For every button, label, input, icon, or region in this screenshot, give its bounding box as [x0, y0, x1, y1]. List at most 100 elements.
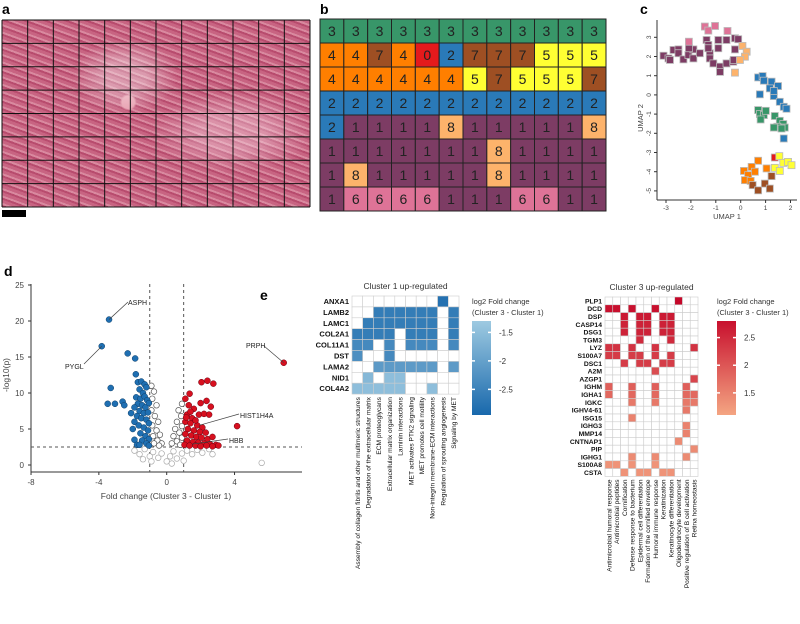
heatmap-cell — [447, 306, 460, 319]
heatmap-cell — [689, 390, 699, 399]
heatmap-cell — [373, 317, 385, 329]
heatmap-row-label: DSP — [588, 314, 602, 321]
heatmap-cell — [627, 429, 637, 438]
heatmap-cell — [689, 460, 699, 469]
down-point — [144, 409, 152, 416]
y-tick-label: 0 — [20, 461, 25, 470]
heatmap-cell — [643, 320, 652, 329]
y-tick-label: 20 — [15, 317, 24, 326]
heatmap-cell — [394, 328, 406, 340]
up-point — [185, 401, 192, 409]
heatmap-cell — [627, 320, 637, 329]
heatmap-col-label: Antimicrobial humoral response — [606, 479, 613, 572]
heatmap-cell — [689, 327, 699, 337]
heatmap-cell — [620, 359, 629, 368]
heatmap-cell — [426, 339, 438, 351]
umap-point — [674, 49, 683, 58]
heatmap-row-label: COL11A1 — [316, 341, 349, 350]
heatmap-cell — [351, 350, 363, 362]
tile-cluster-label: 1 — [543, 119, 551, 135]
heatmap-cell — [383, 361, 396, 373]
tile-cluster-label: 2 — [352, 95, 360, 111]
heatmap-row-label: LAMA2 — [323, 362, 349, 371]
heatmap-cell — [643, 304, 652, 313]
umap-point — [689, 54, 698, 63]
tile-cluster-label: 2 — [328, 119, 336, 135]
heatmap-cell — [643, 398, 652, 407]
down-point — [131, 436, 138, 444]
umap-point — [754, 186, 763, 195]
heatmap-cell — [651, 343, 660, 352]
heatmap-cell — [643, 366, 652, 376]
heatmap-cell — [643, 374, 652, 384]
heatmap-cell — [666, 359, 676, 368]
y-tick-label: 3 — [646, 35, 653, 39]
annotation-leader — [83, 345, 102, 365]
heatmap-cell — [612, 351, 621, 360]
heatmap-cell — [604, 452, 614, 462]
heatmap-cell — [627, 413, 637, 423]
umap-point — [734, 35, 743, 44]
heatmap-cell — [383, 339, 396, 351]
ns-point — [153, 402, 160, 409]
down-point — [137, 430, 144, 437]
heatmap-cell — [635, 390, 645, 399]
down-point — [111, 400, 119, 408]
down-point — [131, 418, 138, 426]
heatmap-cell — [658, 444, 668, 454]
umap-point — [769, 87, 778, 95]
heatmap-col-label: Cornification — [622, 479, 629, 516]
tile-cluster-label: 6 — [352, 191, 360, 207]
umap-point — [722, 36, 731, 44]
x-tick-label: -4 — [95, 478, 103, 487]
heatmap-cell — [651, 444, 660, 454]
heatmap-cell — [658, 304, 668, 313]
heatmap-cell — [627, 351, 637, 360]
heatmap-cell — [643, 460, 652, 469]
heatmap-cell — [437, 350, 449, 362]
heatmap-cell — [447, 339, 460, 351]
heatmap-cell — [635, 429, 645, 438]
heatmap-cell — [658, 335, 668, 345]
heatmap-cell — [383, 382, 396, 395]
heatmap-cell — [658, 343, 668, 352]
heatmap-cell — [373, 382, 385, 395]
tile-cluster-label: 3 — [352, 23, 360, 39]
heatmap-cell — [604, 429, 614, 438]
heatmap-cell — [666, 296, 676, 306]
tile-cluster-label: 8 — [447, 119, 455, 135]
heatmap-cell — [620, 405, 629, 415]
heatmap-cell — [635, 398, 645, 407]
cluster-tile: 1 — [462, 186, 488, 212]
legend-tick-label: -2 — [499, 357, 507, 366]
heatmap-cell — [612, 296, 621, 306]
ns-point — [172, 425, 179, 433]
tile-cluster-label: 5 — [566, 71, 574, 87]
heatmap-cell — [674, 421, 683, 430]
up-point — [202, 429, 209, 436]
heatmap-row-label: COL4A2 — [319, 384, 349, 393]
tile-cluster-label: 1 — [400, 167, 408, 183]
heatmap-cell — [627, 460, 637, 469]
heatmap-cell — [682, 398, 691, 407]
cluster-tile: 1 — [414, 138, 440, 164]
cluster-tile: 1 — [367, 114, 392, 140]
heatmap-cell — [620, 382, 629, 391]
ns-point — [180, 457, 187, 464]
tile-cluster-label: 1 — [400, 119, 408, 135]
heatmap-cell — [604, 444, 614, 454]
umap-point — [748, 181, 757, 190]
heatmap-cell — [351, 295, 363, 308]
heatmap-row-label: LYZ — [590, 345, 602, 352]
heatmap-cell — [415, 328, 428, 340]
tile-cluster-label: 1 — [447, 143, 455, 159]
heatmap-cell — [651, 296, 660, 306]
legend-colorbar — [717, 321, 736, 415]
heatmap-cell — [674, 335, 683, 345]
heatmap-cell — [689, 421, 699, 430]
tile-cluster-label: 1 — [471, 119, 479, 135]
heatmap-cell — [689, 366, 699, 376]
cluster-tile: 8 — [486, 162, 512, 188]
heatmap-cell — [689, 382, 699, 391]
heatmap-cell — [635, 312, 645, 321]
